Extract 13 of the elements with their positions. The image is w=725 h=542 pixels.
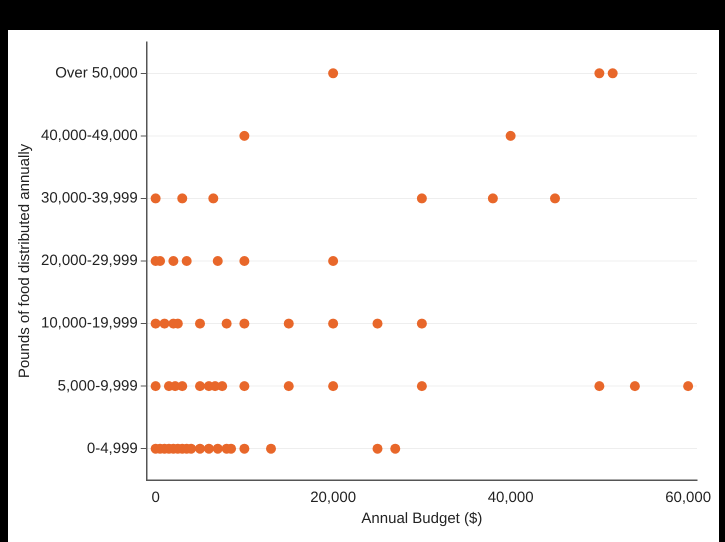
y-tick-label: 40,000-49,000: [40, 127, 138, 144]
y-axis-title: Pounds of food distributed annually: [16, 143, 34, 378]
x-tick-label: 60,000: [665, 489, 712, 506]
y-tick-label: 10,000-19,999: [40, 314, 138, 332]
x-axis-title: Annual Budget ($): [361, 510, 482, 528]
y-tick-label: 20,000-29,999: [40, 252, 138, 270]
x-tick-label: 0: [151, 489, 160, 506]
y-tick-label: 5,000-9,999: [58, 377, 138, 394]
y-tick-label: 0-4,999: [86, 440, 138, 457]
y-tick-label: Over 50,000: [55, 64, 138, 82]
x-tick-label: 20,000: [310, 489, 356, 506]
x-tick-label: 40,000: [488, 489, 534, 506]
y-tick-label: 30,000-39,999: [40, 190, 138, 207]
